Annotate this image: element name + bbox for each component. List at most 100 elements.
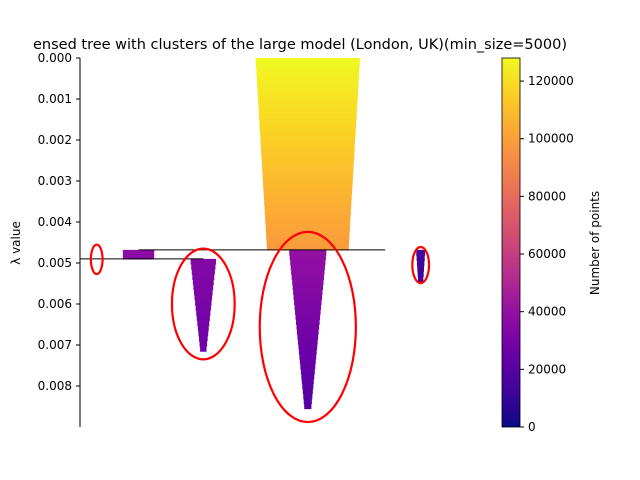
branch-segment xyxy=(417,276,424,283)
branch-segment xyxy=(298,344,318,350)
branch-segment xyxy=(294,304,322,310)
branch-segment xyxy=(291,269,325,276)
branch-segment xyxy=(193,284,214,291)
branch-segment xyxy=(264,209,351,216)
branch-segment xyxy=(263,194,352,200)
y-tick-label: 0.008 xyxy=(38,379,72,393)
branch-segment xyxy=(262,169,354,175)
ellipse-middle-right xyxy=(258,230,357,424)
branch-segment xyxy=(297,334,319,340)
branch-segment xyxy=(257,83,359,89)
ellipse-far-right xyxy=(411,245,431,285)
colorbar-tick-label: 20000 xyxy=(528,362,566,376)
branch-segment xyxy=(260,143,355,150)
branch-segment xyxy=(191,269,215,275)
branch-segment xyxy=(266,239,350,246)
tree-branches xyxy=(122,58,426,410)
branch-segment xyxy=(290,264,325,271)
branch-segment xyxy=(195,299,212,306)
ellipse-middle-left xyxy=(170,247,236,361)
branch-segment xyxy=(299,354,317,360)
branch-segment xyxy=(256,73,360,79)
y-axis-label: λ value xyxy=(9,221,23,265)
branch-segment xyxy=(256,63,360,69)
branch-segment xyxy=(197,320,210,327)
branch-segment xyxy=(303,393,313,400)
branch-segment xyxy=(294,299,322,306)
branch-segment xyxy=(265,219,351,226)
branch-segment xyxy=(200,346,207,352)
branch-segment xyxy=(265,214,351,221)
branch-segment xyxy=(255,58,360,64)
colorbar-tick-label: 80000 xyxy=(528,189,566,203)
y-tick-label: 0.007 xyxy=(38,338,72,352)
branch-segment xyxy=(198,335,208,342)
colorbar-tick-label: 40000 xyxy=(528,305,566,319)
branch-root xyxy=(255,58,360,251)
branch-segment xyxy=(264,199,352,206)
branch-segment xyxy=(303,398,312,405)
branch-segment xyxy=(262,174,353,180)
branch-segment xyxy=(265,224,350,231)
branch-cluster-far-right xyxy=(416,249,426,283)
branch-segment xyxy=(262,164,354,170)
branch-segment xyxy=(259,128,356,135)
y-axis-ticks: 0.000 0.001 0.002 0.003 0.004 0.005 0.006 0.007… xyxy=(38,51,80,393)
branch-segment xyxy=(256,78,359,84)
branch-segment xyxy=(259,113,357,120)
y-tick-label: 0.006 xyxy=(38,297,72,311)
branch-segment xyxy=(258,103,358,110)
branch-cluster-middle-right xyxy=(289,249,327,410)
branch-segment xyxy=(302,383,314,390)
branch-segment xyxy=(195,305,211,311)
branch-segment xyxy=(292,284,323,291)
branch-segment xyxy=(190,258,216,265)
branch-segment xyxy=(296,319,320,325)
branch-segment xyxy=(291,274,324,281)
branch-segment xyxy=(264,204,352,211)
branch-segment xyxy=(302,388,313,395)
branch-segment xyxy=(191,264,216,270)
branch-segment xyxy=(299,358,316,365)
branch-segment xyxy=(296,329,319,335)
branch-segment xyxy=(416,255,425,262)
branch-segment xyxy=(196,310,211,316)
branch-segment xyxy=(293,289,323,296)
branch-segment xyxy=(122,254,155,260)
branch-segment xyxy=(300,363,316,370)
branch-segment xyxy=(289,254,326,261)
branch-segment xyxy=(259,123,356,130)
branch-segment xyxy=(295,314,321,320)
branch-segment xyxy=(258,108,357,115)
branch-segment xyxy=(296,324,320,330)
y-tick-label: 0.003 xyxy=(38,174,72,188)
colorbar-label: Number of points xyxy=(588,191,602,295)
branch-segment xyxy=(295,309,321,315)
branch-segment xyxy=(266,244,349,251)
cluster-highlight-ellipses xyxy=(89,230,431,424)
colorbar-tick-label: 60000 xyxy=(528,247,566,261)
branch-segment xyxy=(417,265,425,272)
chart-title: ensed tree with clusters of the large mo… xyxy=(33,37,567,53)
y-tick-label: 0.000 xyxy=(38,51,72,65)
branch-segment xyxy=(193,289,213,296)
branch-segment xyxy=(304,403,312,410)
branch-segment xyxy=(257,93,358,99)
branch-segment xyxy=(262,179,353,185)
branch-segment xyxy=(263,184,353,190)
branch-segment xyxy=(263,189,353,195)
branch-small-left xyxy=(122,249,155,260)
y-tick-label: 0.001 xyxy=(38,92,72,106)
branch-segment xyxy=(417,270,424,277)
branch-segment xyxy=(301,378,314,385)
branch-segment xyxy=(301,373,315,380)
branch-segment xyxy=(290,259,326,266)
colorbar-tick-label: 0 xyxy=(528,420,536,434)
y-tick-label: 0.004 xyxy=(38,215,72,229)
branch-segment xyxy=(197,325,209,332)
branch-segment xyxy=(289,249,327,256)
branch-segment xyxy=(298,349,317,355)
branch-segment xyxy=(293,294,323,301)
branch-segment xyxy=(256,68,360,74)
